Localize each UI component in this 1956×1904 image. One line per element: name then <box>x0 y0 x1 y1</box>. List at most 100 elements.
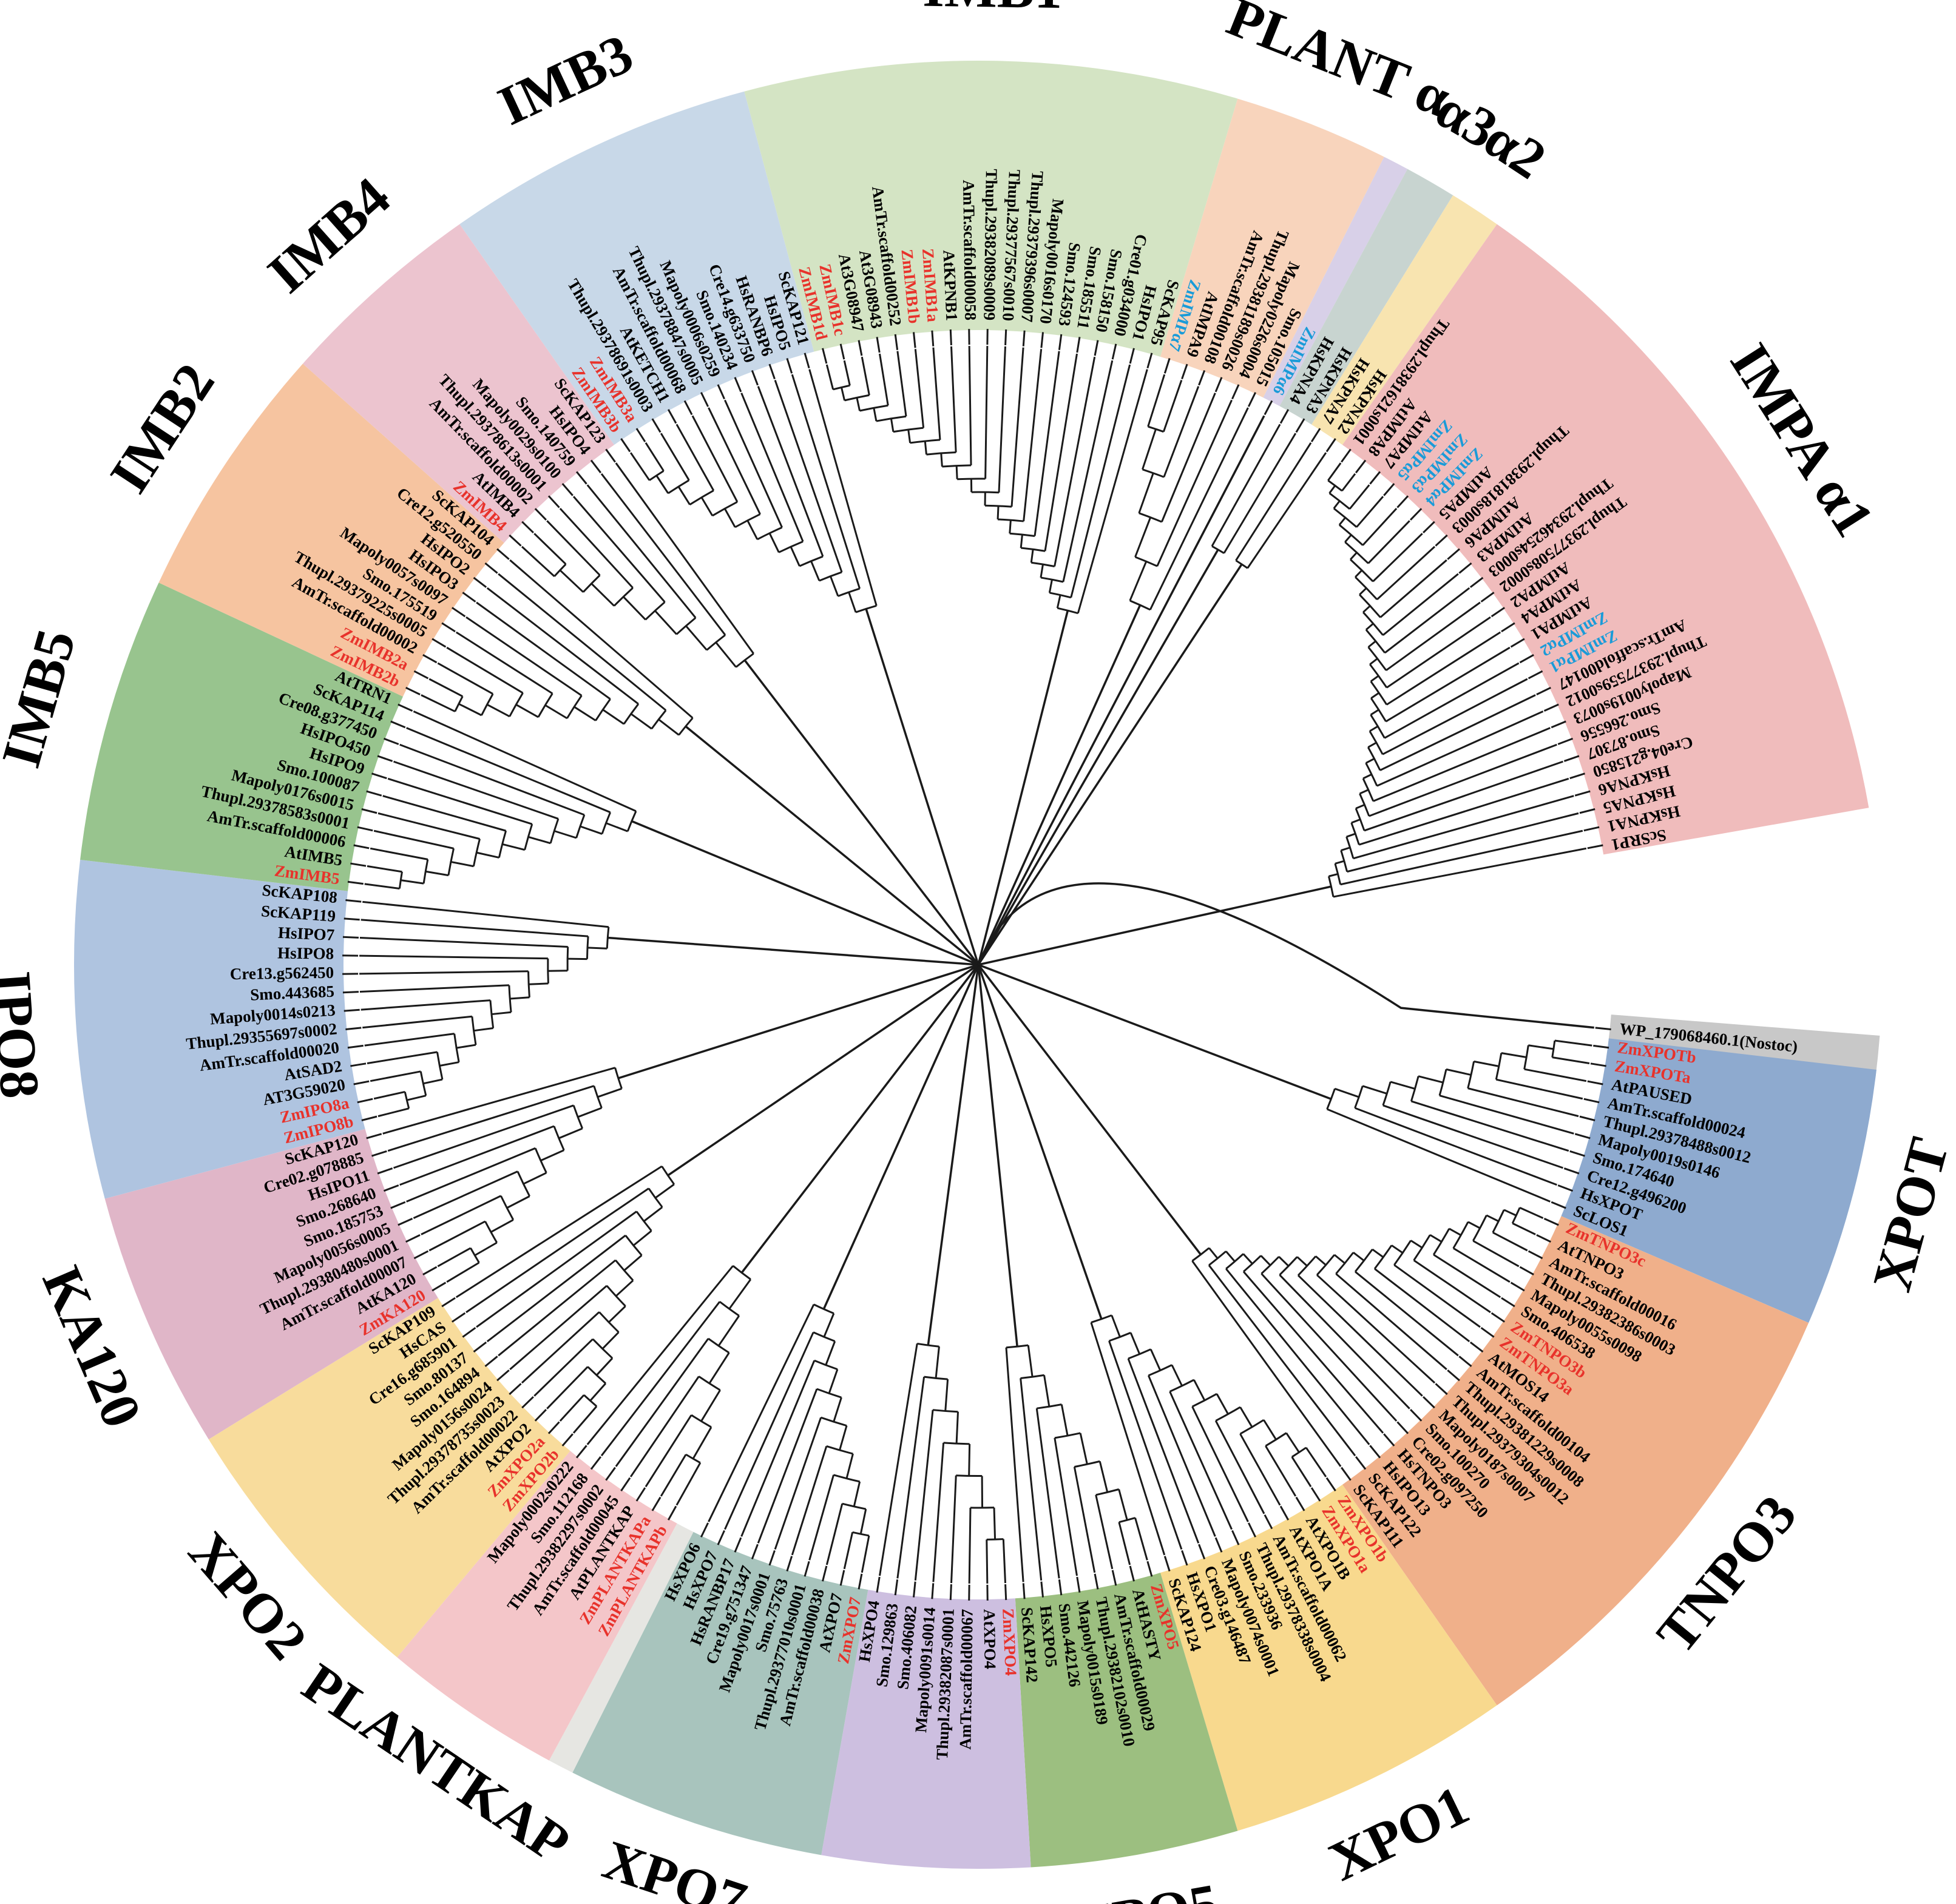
branch <box>700 1389 721 1422</box>
leaf-tip-arrow <box>1590 1062 1606 1067</box>
branch <box>553 563 567 577</box>
branch <box>1225 1251 1236 1262</box>
leaf-tip-arrow <box>822 348 828 364</box>
branch <box>1111 1315 1121 1337</box>
leaf-tip-arrow <box>1587 1080 1603 1085</box>
branch <box>790 546 800 567</box>
leaf-tip-arrow <box>383 1184 399 1192</box>
branch <box>359 954 548 960</box>
branch <box>848 592 857 613</box>
branch <box>1040 576 1064 583</box>
branch <box>932 1442 945 1582</box>
clade-sector-tnpo3 <box>1342 1216 1809 1706</box>
branch <box>1386 601 1481 671</box>
leaf-tip-arrow <box>1536 686 1551 696</box>
branch <box>425 870 449 877</box>
branch <box>615 1338 709 1467</box>
clade-sector-xpo2 <box>208 1298 570 1658</box>
leaf-tip-arrow <box>635 1487 646 1502</box>
leaf-tip-arrow <box>1264 400 1273 416</box>
branch <box>825 1503 844 1565</box>
branch <box>595 1357 614 1376</box>
leaf-tip-arrow <box>366 790 382 797</box>
branch <box>591 582 615 607</box>
leaf-tip-arrow <box>912 332 916 348</box>
branch <box>1027 1345 1034 1377</box>
branch <box>1149 1349 1162 1371</box>
branch <box>819 571 842 582</box>
branch <box>968 1507 972 1584</box>
branch <box>1118 1522 1131 1565</box>
clade-label-xpo5: XPO5 <box>1069 1872 1223 1904</box>
branch <box>859 1508 867 1534</box>
leaf-tip-arrow <box>1557 1184 1574 1192</box>
branch <box>632 1230 652 1246</box>
leaf-thupl-29382089s0009: Thupl.29382089s0009 <box>980 169 1001 320</box>
branch <box>1021 547 1046 552</box>
leaf-tip-arrow <box>1536 1234 1551 1243</box>
branch <box>583 1394 598 1407</box>
branch <box>601 1331 620 1349</box>
branch <box>1367 646 1387 671</box>
branch <box>1354 1249 1373 1272</box>
branch <box>1239 1406 1253 1428</box>
branch <box>359 937 568 948</box>
branch <box>566 947 569 971</box>
leaf-tip-arrow <box>350 1062 367 1067</box>
branch <box>407 1095 427 1101</box>
leaf-tip-arrow <box>1595 1027 1611 1031</box>
leaf-tip-arrow <box>1469 1341 1484 1353</box>
backbone-branch <box>740 964 980 1274</box>
branch <box>1344 541 1369 564</box>
leaf-tip-arrow <box>949 1584 952 1601</box>
branch <box>509 692 524 717</box>
leaf-tip-arrow <box>361 1115 377 1121</box>
branch <box>1009 520 1012 534</box>
branch <box>654 610 677 635</box>
leaf-tip-arrow <box>353 1080 370 1085</box>
branch <box>544 704 568 720</box>
branch <box>1020 1378 1043 1581</box>
leaf-tip-arrow <box>1501 1297 1515 1308</box>
leaf-tip-arrow <box>1410 508 1423 521</box>
leaf-tip-arrow <box>1310 1487 1321 1502</box>
leaf-tip-arrow <box>342 991 359 994</box>
branch <box>1413 1259 1491 1314</box>
branch <box>1474 1060 1500 1067</box>
branch <box>1362 773 1372 780</box>
branch <box>1370 709 1379 716</box>
clade-label-imb4: IMB4 <box>256 166 402 305</box>
branch <box>1035 1408 1060 1579</box>
branch <box>373 1090 405 1100</box>
leaf-tip-arrow <box>1557 737 1574 745</box>
branch <box>675 617 697 635</box>
branch <box>1385 646 1511 723</box>
branch <box>1413 1234 1431 1261</box>
branch <box>362 1015 473 1029</box>
leaf-atkpnb1: AtKPNB1 <box>939 249 961 321</box>
leaf-tip-arrow <box>347 1044 364 1049</box>
leaf-tip-arrow <box>1310 428 1321 442</box>
leaf-tip-arrow <box>1111 1570 1117 1586</box>
branch <box>1148 1375 1216 1537</box>
branch <box>1193 1379 1206 1401</box>
leaf-tip-arrow <box>1593 1044 1609 1049</box>
leaf-tip-arrow <box>1480 1327 1495 1338</box>
branch <box>914 1409 934 1581</box>
branch <box>1297 1274 1423 1397</box>
branch <box>816 1388 842 1399</box>
leaf-tip-arrow <box>590 1456 602 1470</box>
branch <box>1372 533 1423 582</box>
branch <box>635 1210 652 1232</box>
branch <box>1020 534 1023 549</box>
branch <box>1503 1209 1517 1217</box>
backbone-branch <box>977 564 1243 965</box>
branch <box>1333 847 1587 898</box>
branch <box>651 709 667 730</box>
branch <box>1364 760 1563 832</box>
branch <box>456 1044 476 1049</box>
branch <box>360 999 491 1011</box>
branch <box>367 1051 438 1064</box>
clade-sector-ka120 <box>104 1129 438 1440</box>
leaf-hsipo8: HsIPO8 <box>277 944 334 962</box>
